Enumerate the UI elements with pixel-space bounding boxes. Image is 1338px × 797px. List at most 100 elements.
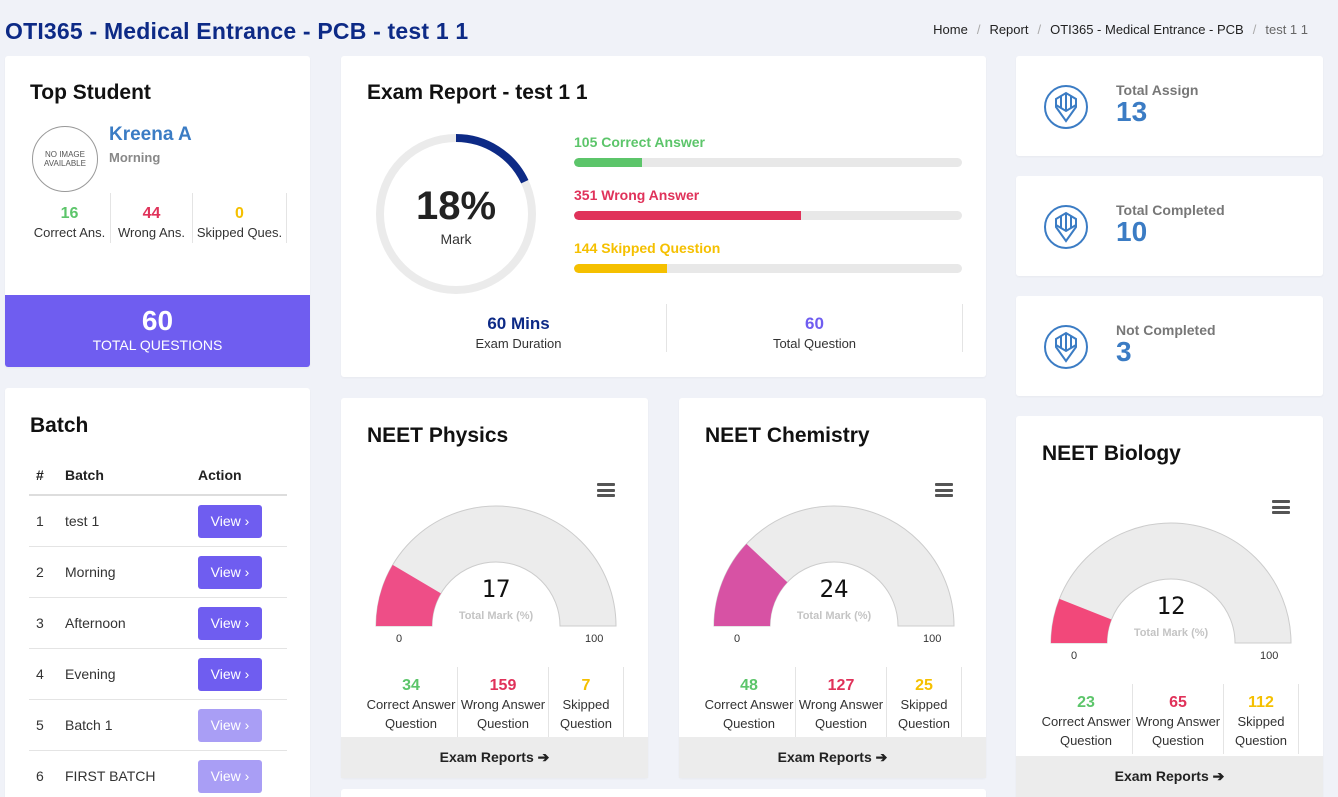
- skipped-label: Skipped: [562, 697, 610, 712]
- chart-menu-icon[interactable]: [935, 483, 953, 497]
- view-button[interactable]: View ›: [198, 606, 262, 640]
- answer-bars: 105 Correct Answer 351 Wrong Answer 144 …: [574, 134, 962, 293]
- mark-donut-arc: [376, 134, 536, 294]
- wrong-stat: 159 Wrong Answer Question: [458, 667, 549, 737]
- gauge-fill: [1051, 598, 1112, 643]
- table-row: 2 Morning View ›: [29, 547, 287, 598]
- correct-count: 48: [740, 677, 758, 694]
- row-num: 5: [36, 717, 44, 733]
- exam-reports-link[interactable]: Exam Reports ➔: [341, 737, 648, 778]
- exam-report-card: Exam Report - test 1 1 18% Mark 105 Corr…: [341, 56, 986, 377]
- gauge-label: Total Mark (%): [1133, 627, 1209, 639]
- stat-value: 13: [1116, 96, 1148, 127]
- table-row: 3 Afternoon View ›: [29, 598, 287, 649]
- skipped-count: 112: [1248, 694, 1274, 711]
- subject-card-physics: NEET Physics 17 Total Mark (%) 0 100 34 …: [341, 398, 648, 778]
- exam-reports-label: Exam Reports: [1114, 768, 1209, 784]
- student-name[interactable]: Kreena A: [109, 124, 192, 145]
- breadcrumb-report[interactable]: Report: [989, 22, 1029, 37]
- wrong-bar-label: 351 Wrong Answer: [574, 187, 700, 203]
- row-num: 1: [36, 513, 44, 529]
- subject-card-biology: NEET Biology 12 Total Mark (%) 0 100 23 …: [1016, 416, 1323, 797]
- skipped-stat: 25 Skipped Question: [887, 667, 962, 737]
- stat-value: 3: [1116, 336, 1132, 367]
- view-button[interactable]: View ›: [198, 708, 262, 742]
- top-student-title: Top Student: [30, 81, 151, 104]
- skipped-label: Skipped: [1237, 714, 1285, 729]
- total-question-stat: 60 Total Question: [667, 304, 963, 352]
- stat-value: 10: [1116, 216, 1148, 247]
- skipped-label: Skipped: [900, 697, 948, 712]
- wrong-bar-fill: [574, 211, 801, 220]
- row-batch-name: Afternoon: [65, 615, 126, 631]
- subject-title: NEET Chemistry: [705, 424, 870, 447]
- stat-label: Not Completed: [1116, 322, 1216, 338]
- view-button[interactable]: View ›: [198, 759, 262, 793]
- exam-reports-link[interactable]: Exam Reports ➔: [679, 737, 986, 778]
- wrong-bar-item: 351 Wrong Answer: [574, 187, 962, 240]
- gauge-value: 12: [1156, 592, 1186, 620]
- wrong-label-2: Question: [476, 716, 530, 731]
- total-question: 60: [805, 314, 824, 333]
- exam-report-title: Exam Report - test 1 1: [367, 81, 588, 104]
- correct-label: Correct Answer: [1041, 714, 1131, 729]
- exam-report-stats: 60 Mins Exam Duration 60 Total Question: [371, 304, 963, 352]
- skipped-label: Skipped Ques.: [196, 225, 283, 240]
- wrong-label: Wrong Answer: [1135, 714, 1221, 729]
- wrong-stat: 44 Wrong Ans.: [111, 193, 193, 243]
- chart-menu-icon[interactable]: [1272, 500, 1290, 514]
- table-row: 1 test 1 View ›: [29, 496, 287, 547]
- gauge-max: 100: [923, 633, 942, 645]
- pencil-badge-icon: [1044, 205, 1088, 249]
- exam-duration: 60 Mins: [487, 314, 550, 333]
- view-button[interactable]: View ›: [198, 657, 262, 691]
- pencil-badge-icon: [1044, 325, 1088, 369]
- col-batch: Batch: [65, 467, 104, 483]
- col-num: #: [36, 467, 44, 483]
- student-batch: Morning: [109, 150, 161, 165]
- mark-gauge: [713, 505, 955, 627]
- skipped-stat: 112 Skipped Question: [1224, 684, 1299, 754]
- breadcrumb-home[interactable]: Home: [933, 22, 968, 37]
- exam-reports-label: Exam Reports: [439, 749, 534, 765]
- row-batch-name: Morning: [65, 564, 116, 580]
- view-button[interactable]: View ›: [198, 504, 262, 538]
- wrong-label: Wrong Answer: [798, 697, 884, 712]
- exam-duration-stat: 60 Mins Exam Duration: [371, 304, 667, 352]
- pencil-badge-icon: [1044, 85, 1088, 129]
- total-completed-card: Total Completed 10: [1016, 176, 1323, 276]
- breadcrumb: Home / Report / OTI365 - Medical Entrance …: [933, 22, 1308, 37]
- batch-card: Batch # Batch Action 1 test 1 View › 2 M…: [5, 388, 310, 797]
- wrong-label: Wrong Answer: [460, 697, 546, 712]
- correct-label-2: Question: [1059, 733, 1113, 748]
- table-row: 4 Evening View ›: [29, 649, 287, 700]
- exam-reports-link[interactable]: Exam Reports ➔: [1016, 756, 1323, 797]
- gauge-fill: [714, 543, 788, 626]
- correct-stat: 48 Correct Answer Question: [703, 667, 796, 737]
- subject-title: NEET Biology: [1042, 442, 1181, 465]
- breadcrumb-course[interactable]: OTI365 - Medical Entrance - PCB: [1050, 22, 1244, 37]
- gauge-max: 100: [585, 633, 604, 645]
- skipped-bar-fill: [574, 264, 668, 273]
- skipped-stat: 7 Skipped Question: [549, 667, 624, 737]
- top-student-card: Top Student NO IMAGE AVAILABLE Kreena A …: [5, 56, 310, 367]
- total-questions-count: 60: [141, 305, 174, 336]
- correct-bar-fill: [574, 158, 642, 167]
- subject-stats: 34 Correct Answer Question 159 Wrong Ans…: [365, 667, 624, 737]
- skipped-label-2: Question: [897, 716, 951, 731]
- correct-stat: 16 Correct Ans.: [29, 193, 111, 243]
- subject-card-chemistry: NEET Chemistry 24 Total Mark (%) 0 100 4…: [679, 398, 986, 778]
- mark-donut: [376, 134, 536, 294]
- correct-label-2: Question: [722, 716, 776, 731]
- correct-bar-label: 105 Correct Answer: [574, 134, 705, 150]
- correct-count: 34: [402, 677, 420, 694]
- gauge-min: 0: [396, 633, 403, 645]
- correct-stat: 23 Correct Answer Question: [1040, 684, 1133, 754]
- correct-bar-item: 105 Correct Answer: [574, 134, 962, 187]
- chart-menu-icon[interactable]: [597, 483, 615, 497]
- breadcrumb-current: test 1 1: [1265, 22, 1308, 37]
- wrong-label-2: Question: [814, 716, 868, 731]
- view-button[interactable]: View ›: [198, 555, 262, 589]
- row-batch-name: Batch 1: [65, 717, 113, 733]
- skipped-bar-item: 144 Skipped Question: [574, 240, 962, 293]
